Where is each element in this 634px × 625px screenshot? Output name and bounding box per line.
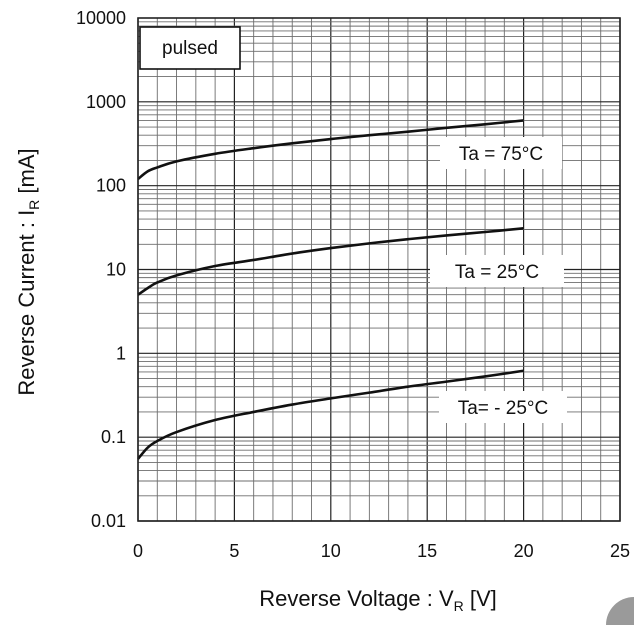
series-line-2 bbox=[137, 227, 524, 296]
x-axis-title: Reverse Voltage : VR [V] bbox=[259, 586, 497, 614]
series-line-3 bbox=[137, 369, 524, 460]
legend: pulsed bbox=[139, 26, 241, 70]
x-tick-label: 10 bbox=[321, 541, 341, 561]
x-axis-title-unit: [V] bbox=[464, 586, 497, 611]
curve-label-3: Ta= - 25°C bbox=[458, 398, 549, 419]
y-tick-label: 1000 bbox=[86, 92, 126, 112]
x-tick-label: 20 bbox=[514, 541, 534, 561]
y-axis-title-unit: [mA] bbox=[14, 148, 39, 199]
y-tick-label: 10000 bbox=[76, 8, 126, 28]
y-tick-label: 10 bbox=[106, 260, 126, 280]
x-tick-label: 15 bbox=[417, 541, 437, 561]
legend-text-pulsed: pulsed bbox=[162, 38, 218, 59]
y-tick-label: 0.1 bbox=[101, 427, 126, 447]
curves bbox=[137, 119, 524, 460]
x-axis-title-main: Reverse Voltage : V bbox=[259, 586, 454, 611]
series-line-1 bbox=[137, 119, 524, 181]
x-tick-label: 0 bbox=[133, 541, 143, 561]
y-axis-title-main: Reverse Current : I bbox=[14, 210, 39, 396]
curve-label-box-2 bbox=[430, 255, 564, 287]
x-axis-title-subscript: R bbox=[454, 598, 464, 614]
x-tick-label: 5 bbox=[229, 541, 239, 561]
curve-label-2: Ta = 25°C bbox=[455, 262, 539, 283]
x-tick-label: 25 bbox=[610, 541, 630, 561]
curve-label-box-1 bbox=[440, 137, 562, 169]
y-tick-label: 0.01 bbox=[91, 511, 126, 531]
corner-badge bbox=[606, 597, 634, 625]
curve-label-1: Ta = 75°C bbox=[459, 144, 543, 165]
legend-box bbox=[139, 26, 241, 70]
plot-frame bbox=[137, 17, 621, 522]
curve-label-box-3 bbox=[439, 391, 567, 423]
y-axis-title-subscript: R bbox=[26, 200, 42, 210]
y-axis-title: Reverse Current : IR [mA] bbox=[14, 148, 42, 395]
curve-labels: Ta = 75°C Ta = 25°C Ta= - 25°C bbox=[430, 137, 567, 423]
y-tick-labels: 10000 1000 100 10 1 0.1 0.01 bbox=[76, 8, 126, 531]
y-tick-label: 1 bbox=[116, 343, 126, 363]
x-tick-labels: 0 5 10 15 20 25 bbox=[133, 541, 630, 561]
y-tick-label: 100 bbox=[96, 176, 126, 196]
